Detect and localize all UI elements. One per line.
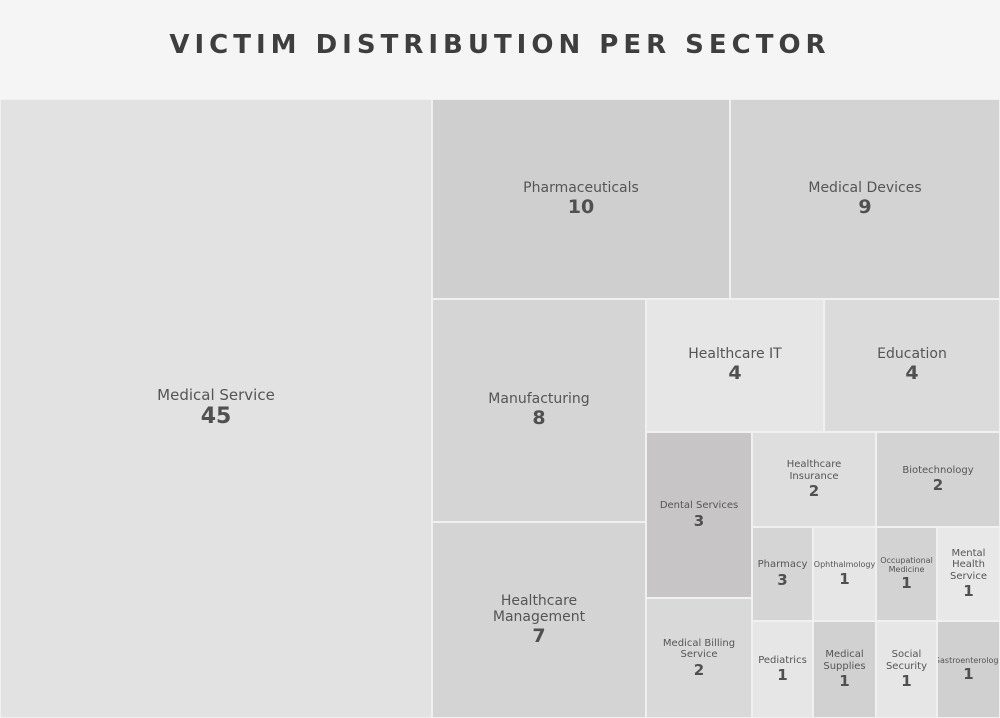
tile-value: 1 bbox=[839, 569, 850, 588]
treemap-tile-dental-services: Dental Services 3 bbox=[646, 432, 752, 598]
chart-header: VICTIM DISTRIBUTION PER SECTOR bbox=[0, 0, 1000, 99]
tile-label: Medical Devices bbox=[808, 179, 922, 196]
treemap-tile-occupational-medicine: Occupational Medicine 1 bbox=[876, 527, 937, 621]
tile-value: 3 bbox=[777, 570, 788, 589]
treemap-tile-pharmaceuticals: Pharmaceuticals 10 bbox=[432, 99, 730, 299]
treemap-tile-medical-devices: Medical Devices 9 bbox=[730, 99, 1000, 299]
tile-label: Pharmacy bbox=[757, 559, 808, 571]
treemap-tile-mental-health-service: Mental Health Service 1 bbox=[937, 527, 1000, 621]
tile-value: 4 bbox=[728, 362, 742, 385]
tile-label: Manufacturing bbox=[488, 391, 590, 408]
tile-label: Gastroenterology bbox=[937, 655, 1000, 665]
tile-label: Ophthalmology bbox=[813, 560, 876, 570]
chart-title: VICTIM DISTRIBUTION PER SECTOR bbox=[169, 30, 831, 60]
treemap-tile-biotechnology: Biotechnology 2 bbox=[876, 432, 1000, 527]
treemap-tile-medical-billing-service: Medical Billing Service 2 bbox=[646, 598, 752, 718]
treemap-chart: Medical Service 45 Pharmaceuticals 10 Medica… bbox=[0, 99, 1000, 718]
tile-value: 4 bbox=[905, 362, 919, 385]
tile-value: 1 bbox=[901, 672, 912, 690]
tile-value: 1 bbox=[963, 582, 974, 601]
tile-label: Medical Service bbox=[157, 385, 275, 404]
tile-value: 8 bbox=[532, 407, 546, 430]
treemap-tile-gastroenterology: Gastroenterology 1 bbox=[937, 621, 1000, 718]
tile-value: 1 bbox=[777, 666, 788, 685]
treemap-tile-pediatrics: Pediatrics 1 bbox=[752, 621, 813, 718]
tile-value: 7 bbox=[532, 624, 546, 647]
tile-value: 2 bbox=[808, 482, 820, 500]
tile-label: Medical Supplies bbox=[823, 649, 866, 672]
tile-label: Pediatrics bbox=[758, 654, 807, 666]
tile-value: 3 bbox=[693, 511, 705, 530]
tile-label: Healthcare Management bbox=[492, 592, 586, 625]
tile-value: 1 bbox=[963, 665, 974, 684]
treemap-tile-manufacturing: Manufacturing 8 bbox=[432, 299, 646, 522]
tile-label: Dental Services bbox=[659, 500, 739, 512]
tile-label: Healthcare IT bbox=[688, 346, 782, 363]
tile-label: Medical Billing Service bbox=[662, 637, 736, 661]
tile-label: Healthcare Insurance bbox=[786, 459, 842, 482]
tile-value: 1 bbox=[901, 574, 912, 593]
tile-label: Social Security bbox=[885, 649, 928, 672]
treemap-tile-healthcare-management: Healthcare Management 7 bbox=[432, 522, 646, 718]
tile-label: Education bbox=[877, 346, 947, 363]
tile-label: Mental Health Service bbox=[950, 547, 987, 582]
tile-value: 10 bbox=[567, 195, 595, 218]
tile-label: Pharmaceuticals bbox=[523, 179, 639, 196]
tile-value: 9 bbox=[858, 195, 872, 218]
tile-value: 45 bbox=[200, 403, 232, 429]
tile-value: 1 bbox=[839, 672, 850, 690]
tile-value: 2 bbox=[693, 660, 705, 679]
tile-label: Biotechnology bbox=[902, 464, 974, 476]
treemap-tile-medical-supplies: Medical Supplies 1 bbox=[813, 621, 876, 718]
treemap-tile-pharmacy: Pharmacy 3 bbox=[752, 527, 813, 621]
treemap-tile-social-security: Social Security 1 bbox=[876, 621, 937, 718]
treemap-tile-healthcare-insurance: Healthcare Insurance 2 bbox=[752, 432, 876, 527]
tile-value: 2 bbox=[932, 476, 944, 495]
treemap-tile-healthcare-it: Healthcare IT 4 bbox=[646, 299, 824, 432]
treemap-tile-education: Education 4 bbox=[824, 299, 1000, 432]
treemap-tile-medical-service: Medical Service 45 bbox=[0, 99, 432, 718]
treemap-tile-ophthalmology: Ophthalmology 1 bbox=[813, 527, 876, 621]
tile-label: Occupational Medicine bbox=[880, 555, 933, 574]
